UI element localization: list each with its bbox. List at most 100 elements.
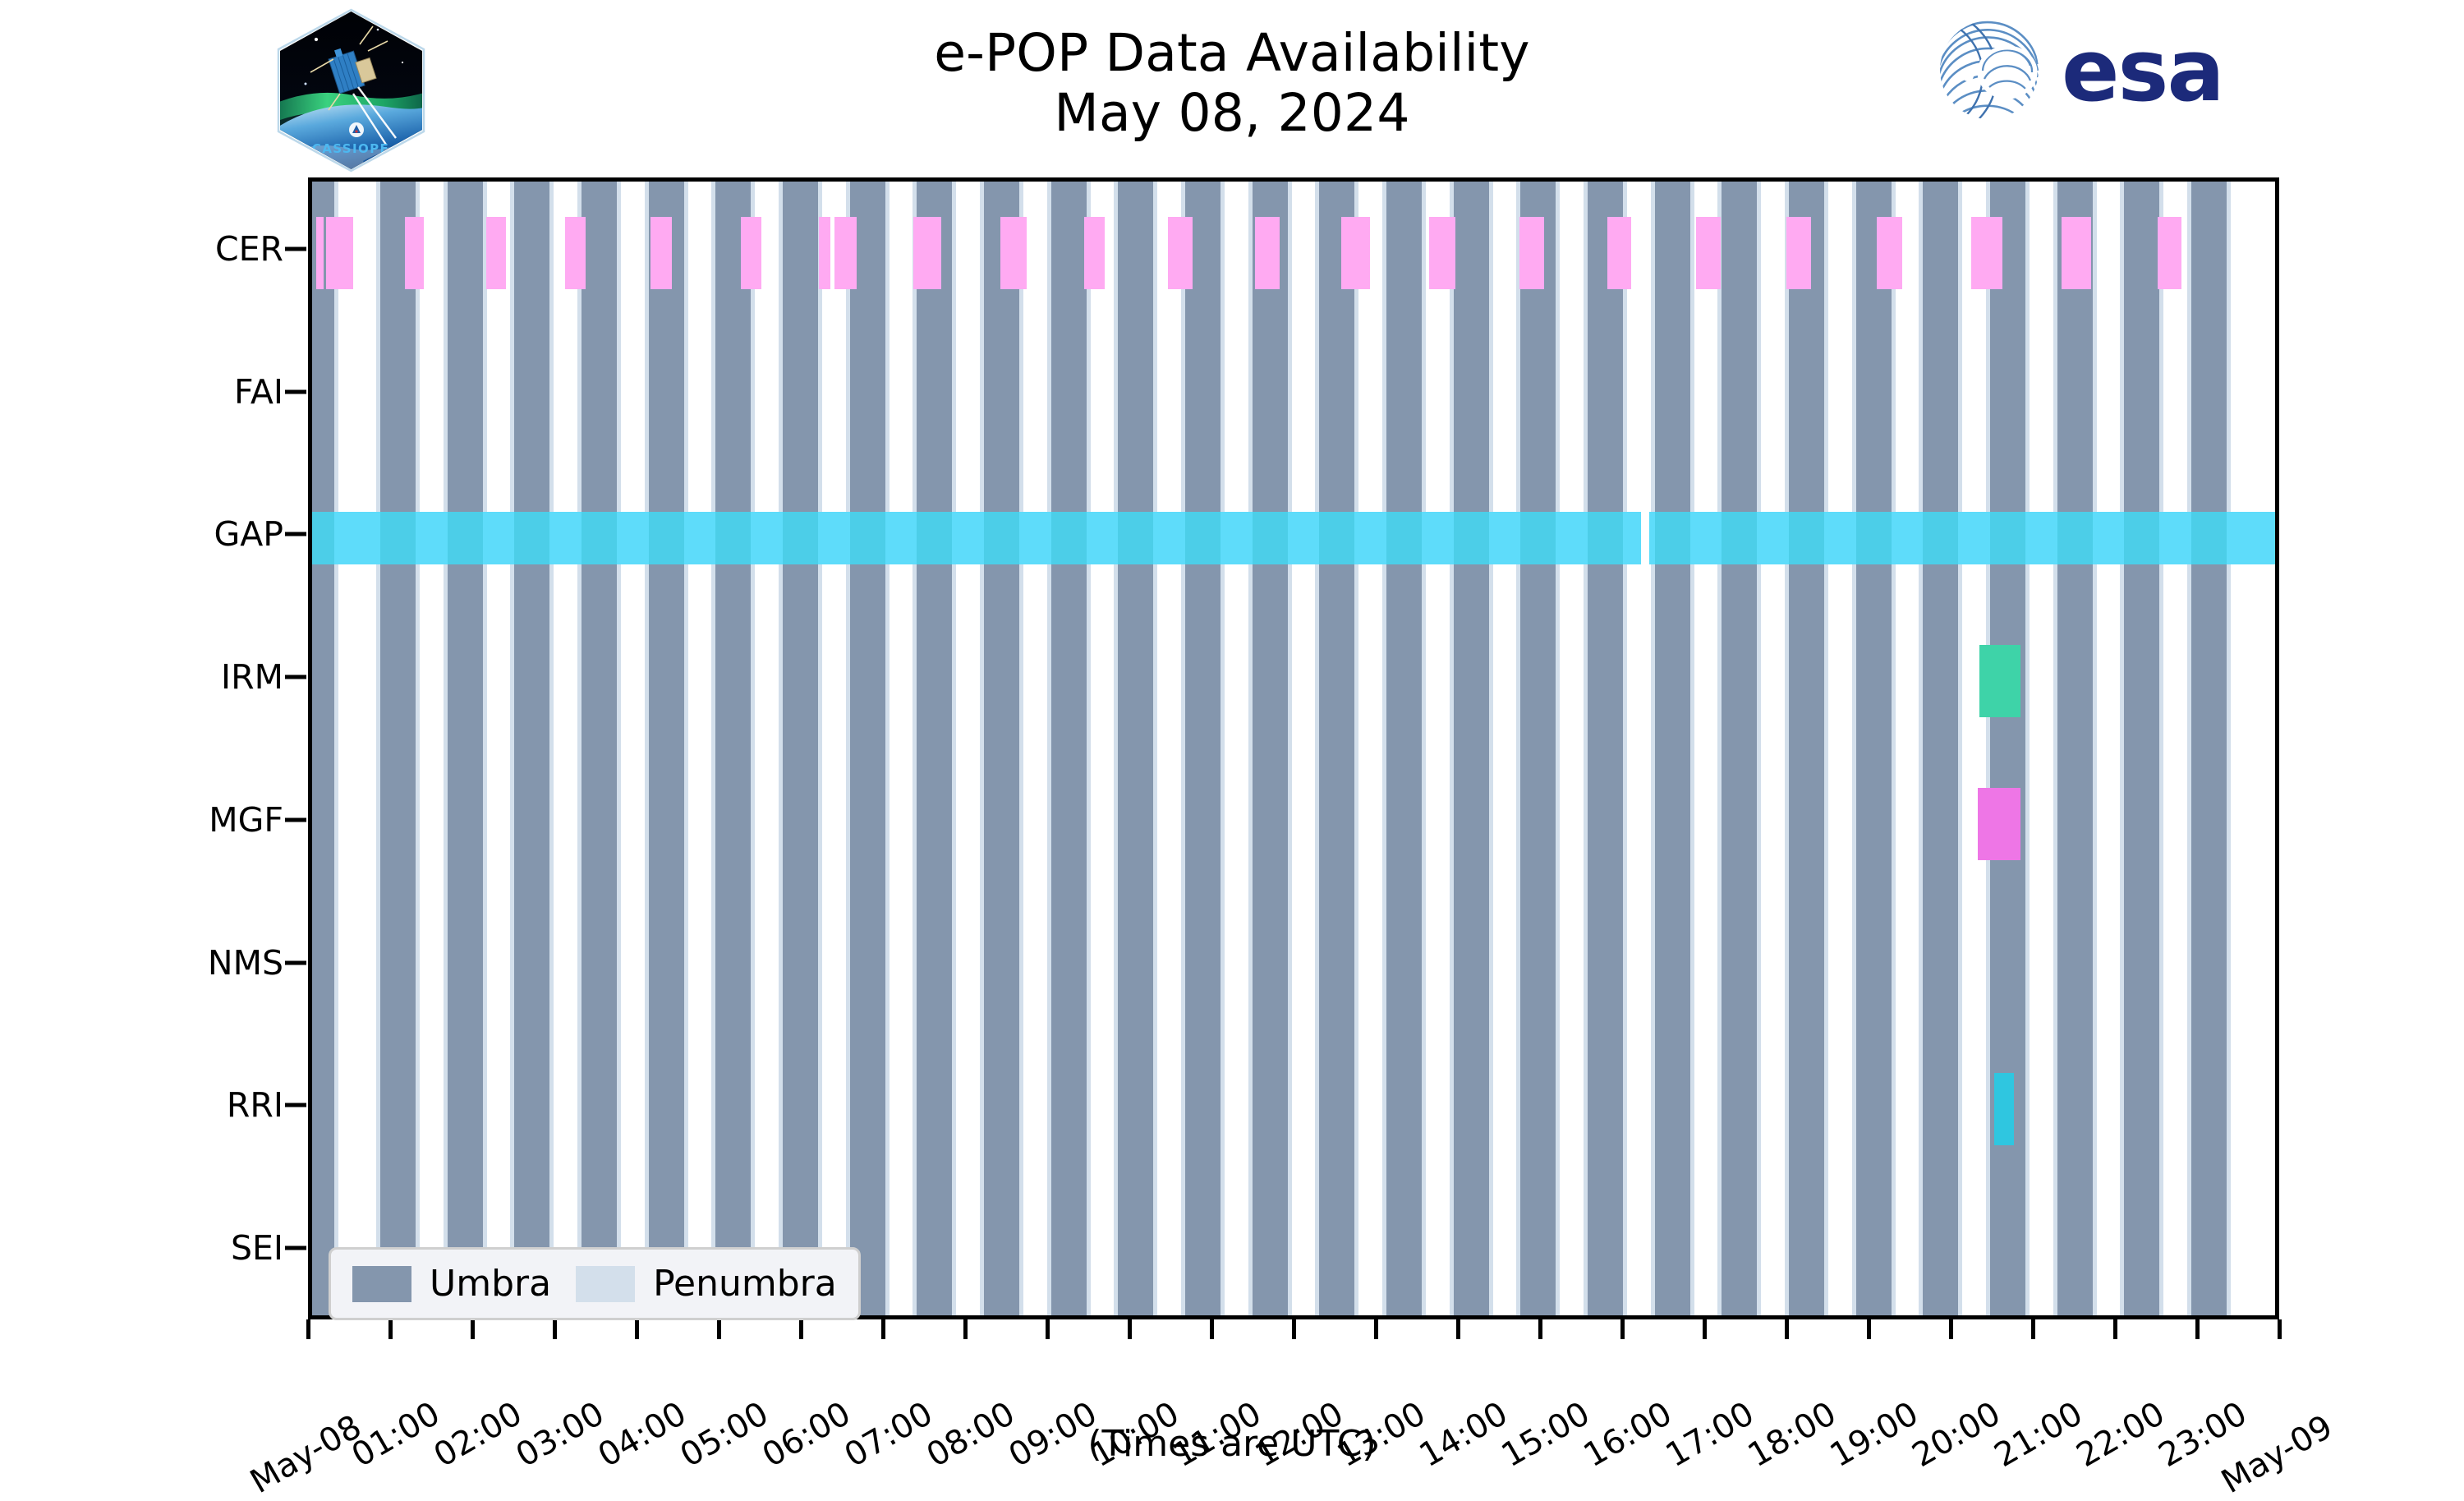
data-bar-cer xyxy=(316,216,324,289)
x-tick-mark xyxy=(471,1319,475,1339)
penumbra-band xyxy=(1288,182,1292,1315)
penumbra-band xyxy=(334,182,338,1315)
x-tick-mark xyxy=(2113,1319,2117,1339)
legend-swatch-penumbra xyxy=(576,1265,636,1302)
y-tick-mark xyxy=(285,1245,306,1250)
x-tick-mark xyxy=(1785,1319,1789,1339)
data-bar-gap-shaded xyxy=(1118,512,1153,565)
y-tick-label-sei: SEI xyxy=(230,1228,283,1268)
umbra-band xyxy=(1722,182,1757,1315)
penumbra-band xyxy=(818,182,822,1315)
penumbra-band xyxy=(1623,182,1627,1315)
penumbra-band xyxy=(751,182,755,1315)
umbra-band xyxy=(1588,182,1623,1315)
y-tick-mark xyxy=(285,246,306,251)
penumbra-band xyxy=(1919,182,1923,1315)
esa-logo: esa xyxy=(1938,15,2300,126)
penumbra-band xyxy=(980,182,984,1315)
x-tick-mark xyxy=(306,1319,310,1339)
umbra-band xyxy=(1856,182,1892,1315)
y-tick-label-nms: NMS xyxy=(207,942,283,983)
penumbra-band xyxy=(577,182,582,1315)
data-bar-cer xyxy=(1519,216,1544,289)
legend-swatch-umbra xyxy=(352,1265,411,1302)
y-tick-mark xyxy=(285,817,306,822)
y-axis: CER FAI GAP IRM MGF NMS RRI SEI xyxy=(107,177,306,1319)
data-bar-gap-shaded xyxy=(2057,512,2093,565)
penumbra-band xyxy=(2227,182,2231,1315)
umbra-band xyxy=(2124,182,2159,1315)
data-bar-cer xyxy=(1341,216,1370,289)
data-bar-gap-shaded xyxy=(783,512,818,565)
y-tick-mark xyxy=(285,1103,306,1107)
penumbra-band xyxy=(2025,182,2030,1315)
data-bar-gap-shaded xyxy=(582,512,617,565)
penumbra-band xyxy=(1651,182,1655,1315)
data-bar-gap-shaded xyxy=(380,512,416,565)
legend-item-umbra[interactable]: Umbra xyxy=(352,1263,551,1305)
penumbra-band xyxy=(1785,182,1789,1315)
x-tick-mark xyxy=(717,1319,721,1339)
penumbra-band xyxy=(2187,182,2191,1315)
penumbra-band xyxy=(711,182,715,1315)
data-bar-gap-shaded xyxy=(1319,512,1354,565)
umbra-band xyxy=(1118,182,1153,1315)
data-bar-cer xyxy=(1084,216,1105,289)
data-bar-gap-shaded xyxy=(1722,512,1757,565)
data-bar-cer xyxy=(1255,216,1280,289)
data-bar-gap-shaded xyxy=(1789,512,1824,565)
y-tick-label-mgf: MGF xyxy=(209,799,283,840)
x-tick-mark xyxy=(1456,1319,1460,1339)
data-bar-gap-shaded xyxy=(448,512,483,565)
umbra-band xyxy=(1789,182,1824,1315)
penumbra-band xyxy=(1248,182,1253,1315)
x-tick-mark xyxy=(388,1319,393,1339)
umbra-band xyxy=(1655,182,1690,1315)
umbra-band xyxy=(649,182,684,1315)
penumbra-band xyxy=(913,182,917,1315)
umbra-band xyxy=(715,182,751,1315)
data-bar-gap-shaded xyxy=(1185,512,1221,565)
data-bar-gap-shaded xyxy=(1588,512,1623,565)
penumbra-band xyxy=(1958,182,1962,1315)
data-bar-gap-shaded xyxy=(715,512,751,565)
x-tick-mark xyxy=(1292,1319,1296,1339)
data-bar-cer xyxy=(405,216,424,289)
x-tick-mark xyxy=(635,1319,639,1339)
penumbra-band xyxy=(1047,182,1051,1315)
umbra-band xyxy=(1051,182,1087,1315)
x-axis-title: (Times are UTC) xyxy=(1087,1423,1377,1465)
svg-text:CASSIOPE: CASSIOPE xyxy=(312,141,389,156)
plot-area xyxy=(308,177,2279,1319)
penumbra-band xyxy=(1181,182,1185,1315)
x-tick-mark xyxy=(1620,1319,1625,1339)
penumbra-band xyxy=(1153,182,1157,1315)
data-bar-gap-shaded xyxy=(1386,512,1422,565)
umbra-band xyxy=(2191,182,2227,1315)
y-tick-label-cer: CER xyxy=(214,228,283,269)
penumbra-band xyxy=(1087,182,1091,1315)
data-bar-rri xyxy=(1994,1073,2014,1146)
data-bar-gap-shaded xyxy=(1655,512,1690,565)
y-tick-mark xyxy=(285,532,306,536)
penumbra-band xyxy=(1422,182,1426,1315)
penumbra-band xyxy=(846,182,850,1315)
penumbra-band xyxy=(416,182,420,1315)
data-bar-gap-shaded xyxy=(917,512,952,565)
penumbra-band xyxy=(684,182,688,1315)
data-bar-cer xyxy=(834,216,857,289)
x-tick-mark xyxy=(881,1319,885,1339)
umbra-band xyxy=(783,182,818,1315)
penumbra-band xyxy=(952,182,956,1315)
legend-item-penumbra[interactable]: Penumbra xyxy=(576,1263,837,1305)
penumbra-band xyxy=(1221,182,1225,1315)
penumbra-band xyxy=(1717,182,1722,1315)
data-bar-gap-shaded xyxy=(514,512,549,565)
penumbra-band xyxy=(1315,182,1319,1315)
data-bar-cer xyxy=(2158,216,2181,289)
x-tick-mark xyxy=(963,1319,968,1339)
data-bar-cer xyxy=(1971,216,2002,289)
x-tick-mark xyxy=(1374,1319,1378,1339)
x-tick-mark xyxy=(1046,1319,1050,1339)
data-bar-gap-shaded xyxy=(1051,512,1087,565)
